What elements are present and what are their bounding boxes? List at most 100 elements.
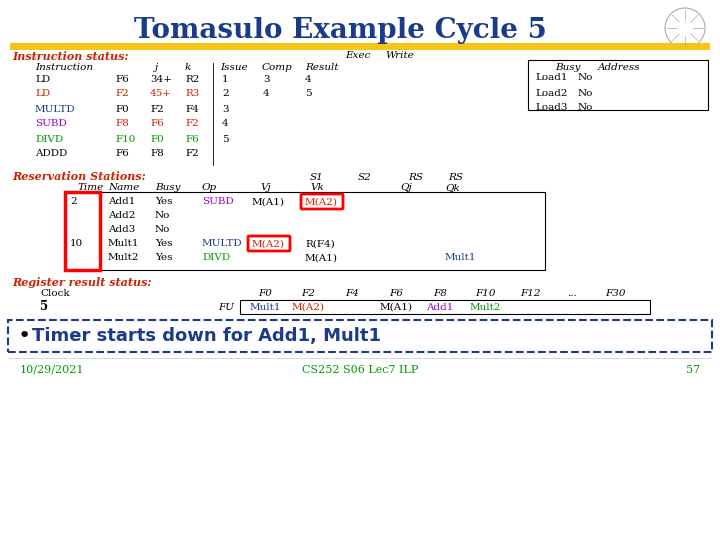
Text: Vk: Vk — [310, 184, 324, 192]
Text: R(F4): R(F4) — [305, 240, 335, 248]
Text: Mult2: Mult2 — [469, 302, 500, 312]
Text: M(A2): M(A2) — [252, 240, 285, 248]
Text: •: • — [18, 326, 31, 346]
Text: Write: Write — [385, 51, 414, 60]
Text: Qk: Qk — [445, 184, 460, 192]
Text: M(A1): M(A1) — [252, 198, 285, 206]
Bar — [240, 300, 650, 314]
Bar — [65, 192, 545, 270]
Text: S1: S1 — [310, 172, 324, 181]
Text: RS: RS — [408, 172, 423, 181]
Text: Add1: Add1 — [108, 198, 135, 206]
Text: 4: 4 — [305, 75, 312, 84]
Text: Load1: Load1 — [535, 73, 567, 83]
Text: R3: R3 — [185, 90, 199, 98]
Text: Op: Op — [202, 184, 217, 192]
Text: 57: 57 — [686, 365, 700, 375]
Text: Instruction: Instruction — [35, 63, 93, 71]
Text: Busy: Busy — [155, 184, 181, 192]
Text: Mult2: Mult2 — [108, 253, 140, 262]
Text: 2: 2 — [70, 198, 76, 206]
Text: Vj: Vj — [260, 184, 271, 192]
Text: F2: F2 — [301, 289, 315, 299]
Text: Comp: Comp — [262, 63, 293, 71]
Text: Load3: Load3 — [535, 104, 567, 112]
Text: Register result status:: Register result status: — [12, 276, 151, 287]
Text: Qj: Qj — [400, 184, 412, 192]
Text: F8: F8 — [115, 119, 129, 129]
Text: F30: F30 — [605, 289, 625, 299]
Text: SUBD: SUBD — [35, 119, 67, 129]
Text: F4: F4 — [345, 289, 359, 299]
Text: Add3: Add3 — [108, 226, 135, 234]
Text: Timer starts down for Add1, Mult1: Timer starts down for Add1, Mult1 — [32, 327, 381, 345]
Bar — [8, 320, 712, 352]
Text: F0: F0 — [115, 105, 129, 113]
Text: Mult1: Mult1 — [108, 240, 140, 248]
Text: 10/29/2021: 10/29/2021 — [20, 365, 84, 375]
Text: FU: FU — [218, 302, 234, 312]
Text: F6: F6 — [115, 150, 129, 159]
Text: 3: 3 — [263, 75, 269, 84]
Text: F2: F2 — [150, 105, 163, 113]
Text: F10: F10 — [474, 289, 495, 299]
Text: M(A1): M(A1) — [379, 302, 413, 312]
Text: Mult1: Mult1 — [249, 302, 281, 312]
Text: F2: F2 — [185, 119, 199, 129]
Text: DIVD: DIVD — [202, 253, 230, 262]
Text: MULTD: MULTD — [35, 105, 76, 113]
Text: Yes: Yes — [155, 253, 173, 262]
Text: No: No — [578, 73, 593, 83]
Text: Issue: Issue — [220, 63, 248, 71]
Text: F2: F2 — [115, 90, 129, 98]
Text: M(A2): M(A2) — [292, 302, 325, 312]
Text: Add2: Add2 — [108, 212, 135, 220]
Text: Result: Result — [305, 63, 338, 71]
Text: RS: RS — [448, 172, 463, 181]
Text: 34+: 34+ — [150, 75, 172, 84]
Text: 1: 1 — [222, 75, 229, 84]
Text: Busy: Busy — [555, 63, 580, 71]
Text: F6: F6 — [185, 134, 199, 144]
Text: F6: F6 — [150, 119, 163, 129]
Text: No: No — [155, 226, 171, 234]
Text: LD: LD — [35, 75, 50, 84]
Text: 4: 4 — [263, 90, 269, 98]
Text: Tomasulo Example Cycle 5: Tomasulo Example Cycle 5 — [134, 17, 546, 44]
Text: F2: F2 — [185, 150, 199, 159]
Text: F6: F6 — [115, 75, 129, 84]
Text: ...: ... — [567, 289, 577, 299]
Text: ADDD: ADDD — [35, 150, 67, 159]
Bar — [528, 60, 708, 110]
Text: CS252 S06 Lec7 ILP: CS252 S06 Lec7 ILP — [302, 365, 418, 375]
Text: 2: 2 — [222, 90, 229, 98]
Text: R2: R2 — [185, 75, 199, 84]
Text: Reservation Stations:: Reservation Stations: — [12, 172, 145, 183]
Text: F0: F0 — [258, 289, 272, 299]
Text: 5: 5 — [222, 134, 229, 144]
Text: F6: F6 — [389, 289, 403, 299]
Text: Yes: Yes — [155, 198, 173, 206]
Bar — [10, 43, 710, 50]
Text: F10: F10 — [115, 134, 135, 144]
Text: Yes: Yes — [155, 240, 173, 248]
Text: Clock: Clock — [40, 289, 70, 299]
Text: Add1: Add1 — [426, 302, 454, 312]
Text: 45+: 45+ — [150, 90, 172, 98]
Text: MULTD: MULTD — [202, 240, 243, 248]
Text: F4: F4 — [185, 105, 199, 113]
Text: F8: F8 — [433, 289, 447, 299]
Text: 10: 10 — [70, 240, 84, 248]
Text: Address: Address — [598, 63, 641, 71]
Text: S2: S2 — [358, 172, 372, 181]
Text: 3: 3 — [222, 105, 229, 113]
Text: 5: 5 — [305, 90, 312, 98]
Text: F0: F0 — [150, 134, 163, 144]
Text: No: No — [578, 89, 593, 98]
Text: k: k — [185, 63, 192, 71]
Text: No: No — [578, 104, 593, 112]
Text: Exec: Exec — [345, 51, 370, 60]
Text: j: j — [155, 63, 158, 71]
Text: No: No — [155, 212, 171, 220]
Text: F12: F12 — [520, 289, 540, 299]
